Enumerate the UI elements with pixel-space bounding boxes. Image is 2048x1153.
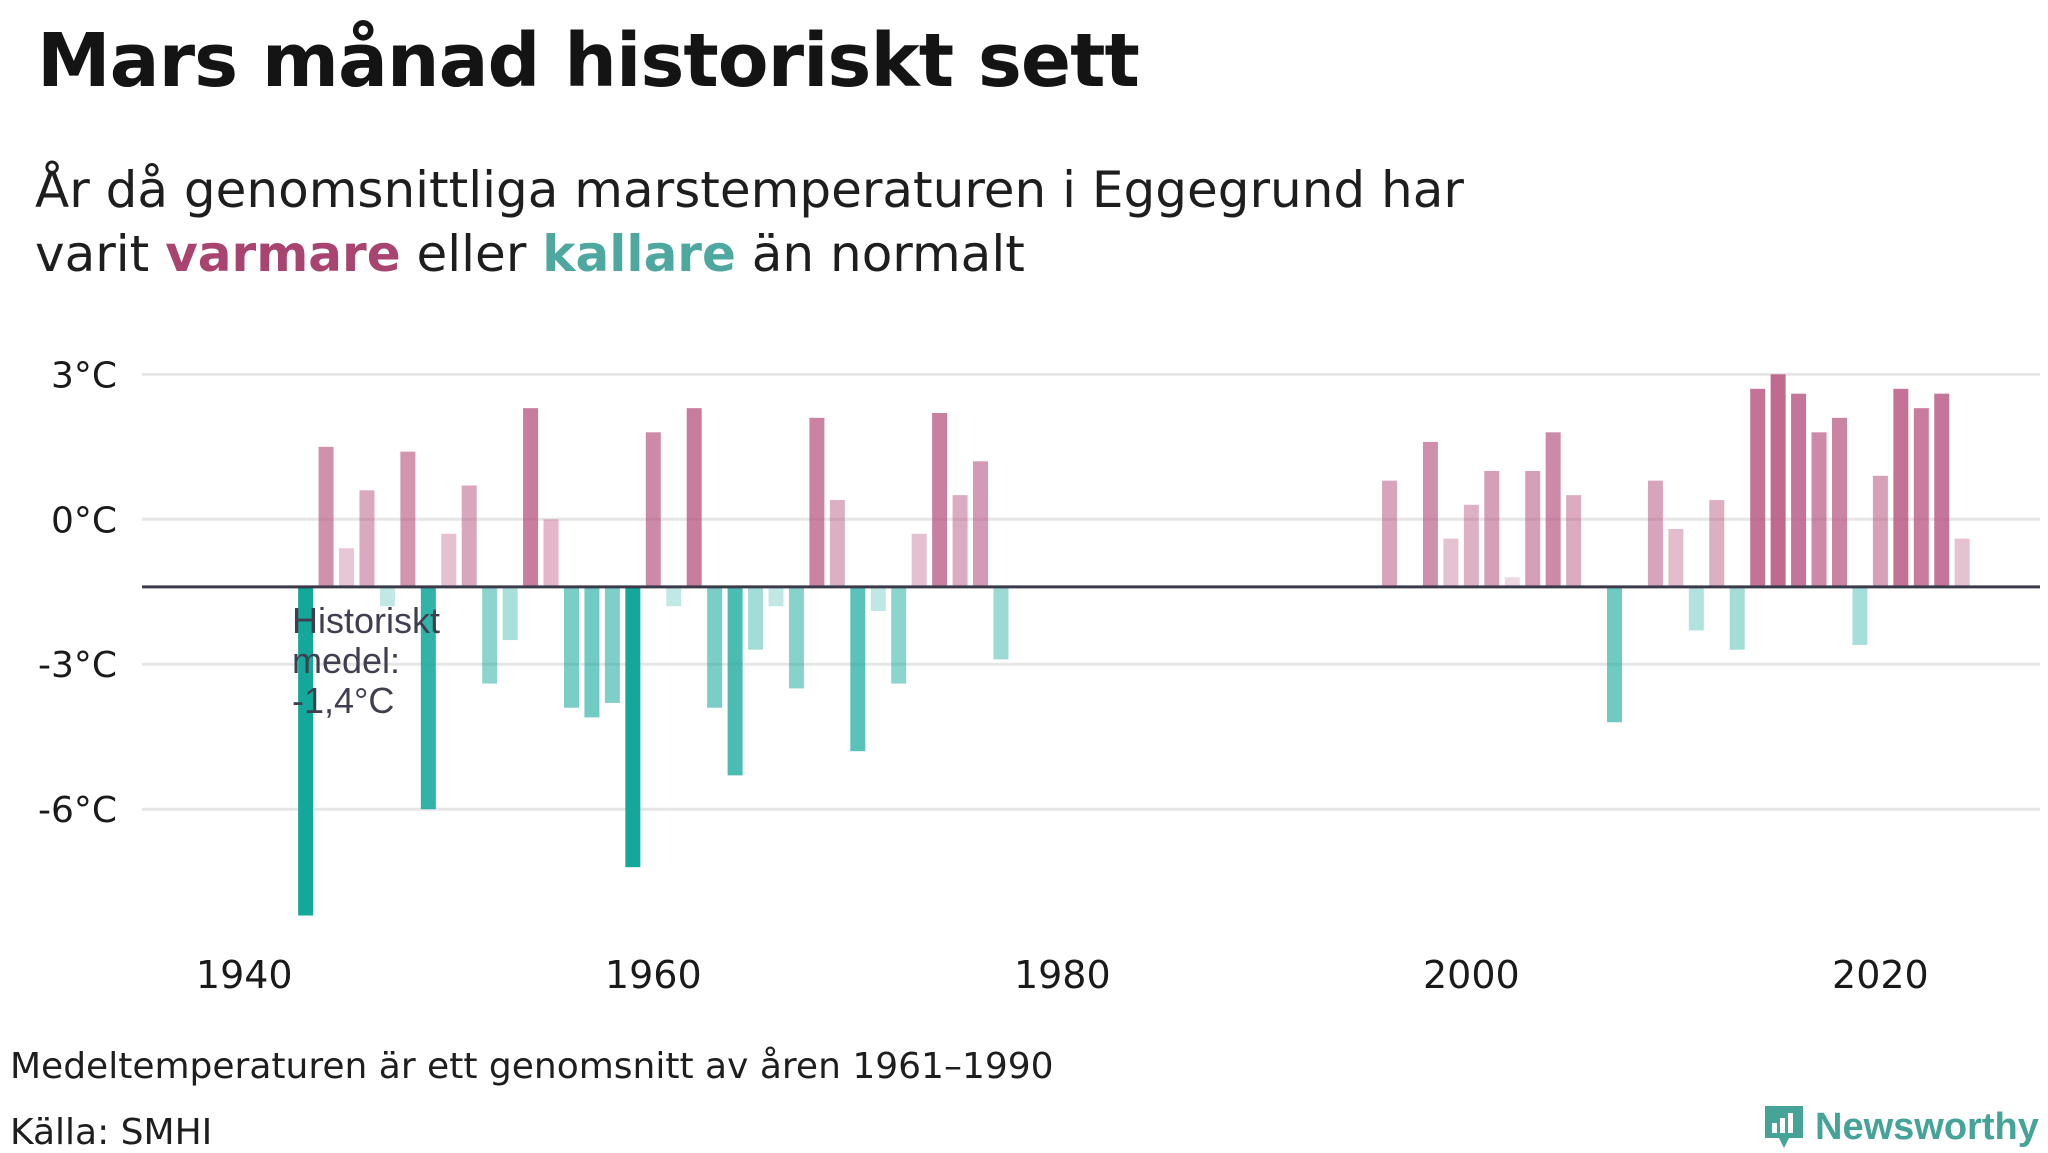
bar-2019 (1852, 586, 1868, 645)
bar-2012 (1709, 499, 1725, 587)
bar-1966 (768, 586, 784, 607)
bar-1943 (298, 586, 314, 916)
chart-subtitle: År då genomsnittliga marstemperaturen i … (35, 158, 1464, 286)
bar-1962 (686, 408, 702, 587)
bar-2015 (1770, 374, 1786, 587)
bar-1976 (973, 461, 989, 587)
bar-2002 (1504, 577, 1520, 587)
y-tick-label: -6°C (38, 790, 117, 831)
bar-2013 (1729, 586, 1745, 650)
bar-1967 (788, 586, 804, 689)
bar-1965 (748, 586, 764, 650)
subtitle-line-1: År då genomsnittliga marstemperaturen i … (35, 161, 1464, 219)
bar-1950 (441, 533, 457, 587)
annotation-line: Historiskt (292, 600, 440, 641)
bar-1957 (584, 586, 600, 718)
bar-1948 (400, 451, 416, 587)
bar-1954 (523, 408, 539, 587)
bar-2022 (1913, 408, 1929, 587)
bar-2017 (1811, 432, 1827, 587)
bar-1958 (604, 586, 620, 703)
brand-name: Newsworthy (1815, 1105, 2039, 1148)
bar-1946 (359, 490, 375, 587)
bar-1973 (911, 533, 927, 587)
y-tick-label: 0°C (51, 500, 117, 541)
warm-label: varmare (165, 225, 401, 283)
bar-1953 (502, 586, 518, 641)
bar-1977 (993, 586, 1009, 660)
bar-1955 (543, 519, 559, 587)
brand-logo[interactable]: Newsworthy (1763, 1104, 2039, 1150)
bar-2010 (1668, 528, 1684, 587)
y-tick-label: 3°C (51, 355, 117, 396)
bar-2001 (1484, 470, 1500, 587)
footnote: Medeltemperaturen är ett genomsnitt av å… (10, 1046, 1054, 1087)
bar-2016 (1791, 393, 1807, 587)
bar-2011 (1688, 586, 1704, 631)
annotation-line: -1,4°C (292, 680, 394, 721)
bar-2007 (1607, 586, 1623, 723)
bar-1999 (1443, 538, 1459, 587)
bar-2024 (1954, 538, 1970, 587)
gridlines (142, 372, 2040, 811)
chart-title: Mars månad historiskt sett (37, 18, 1140, 104)
bar-2009 (1647, 480, 1663, 587)
bar-1952 (482, 586, 498, 684)
bar-1971 (870, 586, 886, 612)
bar-1996 (1382, 480, 1398, 587)
bar-1951 (461, 485, 477, 587)
newsworthy-logo-icon (1765, 1106, 1803, 1148)
subtitle-prefix: varit (35, 225, 150, 283)
bar-1968 (809, 417, 825, 587)
x-tick-label: 2020 (1832, 953, 1929, 997)
bar-2004 (1545, 432, 1561, 587)
y-tick-label: -3°C (38, 645, 117, 686)
x-tick-label: 2000 (1423, 953, 1520, 997)
bar-1964 (727, 586, 743, 776)
bar-2021 (1893, 388, 1909, 587)
bar-2005 (1566, 495, 1582, 587)
x-tick-label: 1940 (196, 953, 293, 997)
bar-1963 (707, 586, 723, 708)
x-axis-labels: 1940 1960 1980 2000 2020 (196, 953, 1929, 997)
annotation-line: medel: (292, 640, 400, 681)
bar-2014 (1750, 388, 1766, 587)
bar-2023 (1934, 393, 1950, 587)
bar-1949 (420, 586, 436, 810)
bar-1974 (932, 412, 948, 587)
x-tick-label: 1980 (1014, 953, 1111, 997)
bars (298, 374, 1970, 916)
bar-1972 (891, 586, 907, 684)
bar-2018 (1831, 417, 1847, 587)
x-tick-label: 1960 (605, 953, 702, 997)
subtitle-suffix: än normalt (751, 225, 1025, 283)
source-note: Källa: SMHI (10, 1112, 213, 1153)
cold-label: kallare (542, 225, 736, 283)
bar-1956 (563, 586, 579, 708)
bar-1945 (339, 548, 355, 587)
bar-1959 (625, 586, 641, 868)
subtitle-line-2: varit varmare eller kallare än normalt (35, 222, 1464, 286)
y-axis-labels: 3°C 0°C -3°C -6°C (38, 355, 117, 831)
bar-1960 (645, 432, 661, 587)
bar-1947 (379, 586, 395, 607)
bar-2020 (1872, 475, 1888, 587)
bar-1970 (850, 586, 866, 752)
bar-1944 (318, 446, 334, 587)
bar-1998 (1422, 441, 1438, 587)
bar-1975 (952, 495, 968, 587)
bar-1969 (829, 499, 845, 587)
bar-2003 (1525, 470, 1541, 587)
bar-2000 (1463, 504, 1479, 587)
bar-1961 (666, 586, 682, 607)
subtitle-middle: eller (416, 225, 527, 283)
